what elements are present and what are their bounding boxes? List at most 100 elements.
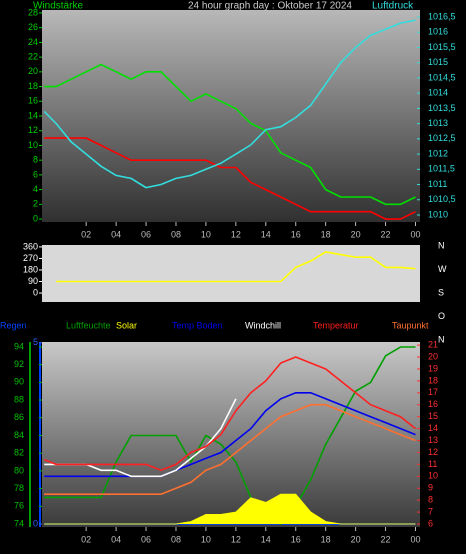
x-tick-label: 00 [411, 534, 421, 544]
y3-tick-label: 5 [33, 337, 38, 347]
y2-tick-label: 1010 [428, 209, 448, 219]
y2-tick-label: 9 [428, 483, 433, 493]
y-tick-label: 74 [14, 518, 24, 528]
y-tick-label: 14 [28, 110, 38, 120]
line [44, 346, 416, 526]
y2-tick-label: 1012 [428, 148, 448, 158]
line [44, 403, 416, 495]
x-tick-label: 00 [411, 229, 421, 239]
x-tick-label: 10 [201, 534, 211, 544]
y-tick-label: 22 [28, 51, 38, 61]
y-tick-label: 12 [28, 125, 38, 135]
y2-tick-label: 1015,5 [428, 42, 456, 52]
y-tick-label: 6 [33, 169, 38, 179]
y-tick-label: 4 [33, 184, 38, 194]
y2-tick-label: 1013,5 [428, 103, 456, 113]
x-tick-label: 10 [201, 229, 211, 239]
y-tick-label: 180 [23, 264, 38, 274]
y-tick-label: 90 [14, 377, 24, 387]
y2-tick-label: 17 [428, 387, 438, 397]
direction-label: W [438, 264, 447, 274]
x-tick-label: 22 [381, 534, 391, 544]
line [56, 251, 416, 283]
legend-entry: Luftfeuchte [66, 320, 111, 330]
x-tick-label: 12 [231, 229, 241, 239]
direction-label: N [438, 240, 445, 250]
y-tick-label: 28 [28, 7, 38, 17]
y-tick-label: 78 [14, 483, 24, 493]
y-tick-label: 16 [28, 96, 38, 106]
y2-tick-label: 1016,5 [428, 11, 456, 21]
y-tick-label: 92 [14, 359, 24, 369]
chart-title: 24 hour graph day : Oktober 17 2024 [188, 1, 352, 12]
y2-tick-label: 19 [428, 363, 438, 373]
legend-entry: Taupunkt [392, 320, 429, 330]
legend-entry: Temp Boden [172, 320, 223, 330]
y2-tick-label: 1012,5 [428, 133, 456, 143]
y-tick-label: 270 [23, 253, 38, 263]
y-tick-label: 90 [28, 276, 38, 286]
y-tick-label: 10 [28, 140, 38, 150]
y-tick-label: 8 [33, 155, 38, 165]
y-tick-label: 0 [33, 213, 38, 223]
y-label: Windstärke [33, 1, 83, 12]
line [43, 356, 416, 472]
x-tick-label: 18 [321, 534, 331, 544]
y2-tick-label: 1016 [428, 27, 448, 37]
y-tick-label: 0 [33, 287, 38, 297]
y2-tick-label: 1011,5 [428, 164, 455, 174]
y-tick-label: 24 [28, 37, 38, 47]
legend-entry: Solar [116, 320, 137, 330]
line [43, 19, 416, 189]
y-tick-label: 94 [14, 341, 24, 351]
y2-tick-label: 10 [428, 471, 438, 481]
direction-label: S [438, 287, 444, 297]
y2-tick-label: 21 [428, 339, 438, 349]
y2-tick-label: 1014,5 [428, 72, 456, 82]
y2-tick-label: 1014 [428, 88, 448, 98]
y2-tick-label: 14 [428, 423, 438, 433]
y2-tick-label: 1011 [428, 179, 447, 189]
legend-entry: Regen [0, 320, 27, 330]
y-tick-label: 88 [14, 394, 24, 404]
y-tick-label: 82 [14, 448, 24, 458]
line [44, 137, 416, 220]
y2-tick-label: 8 [428, 495, 433, 505]
x-tick-label: 08 [171, 229, 181, 239]
x-tick-label: 02 [81, 534, 91, 544]
y-tick-label: 2 [33, 199, 38, 209]
x-tick-label: 04 [111, 229, 121, 239]
y2-tick-label: 11 [428, 459, 437, 469]
y2-tick-label: 13 [428, 435, 438, 445]
y3-tick-label: 0 [33, 518, 38, 528]
x-tick-label: 20 [351, 229, 361, 239]
x-tick-label: 14 [261, 229, 271, 239]
y2-tick-label: 18 [428, 375, 438, 385]
area [44, 493, 416, 525]
plot-bg [42, 245, 420, 302]
legend-entry: Windchill [245, 320, 281, 330]
y2-tick-label: 1010,5 [428, 194, 456, 204]
y2-tick-label: 20 [428, 351, 438, 361]
y-tick-label: 86 [14, 412, 24, 422]
x-tick-label: 08 [171, 534, 181, 544]
y-tick-label: 26 [28, 22, 38, 32]
x-tick-label: 22 [381, 229, 391, 239]
x-tick-label: 20 [351, 534, 361, 544]
plot-bg [42, 342, 420, 527]
line [44, 63, 416, 206]
y-tick-label: 360 [23, 241, 38, 251]
x-tick-label: 12 [231, 534, 241, 544]
y2-tick-label: 12 [428, 447, 438, 457]
y2-label: Luftdruck [372, 1, 414, 12]
x-tick-label: 18 [321, 229, 331, 239]
y-tick-label: 80 [14, 465, 24, 475]
line [44, 392, 416, 478]
y2-tick-label: 15 [428, 411, 438, 421]
x-tick-label: 04 [111, 534, 121, 544]
x-tick-label: 16 [291, 229, 301, 239]
x-tick-label: 06 [141, 534, 151, 544]
x-tick-label: 02 [81, 229, 91, 239]
legend-entry: Temperatur [313, 320, 359, 330]
